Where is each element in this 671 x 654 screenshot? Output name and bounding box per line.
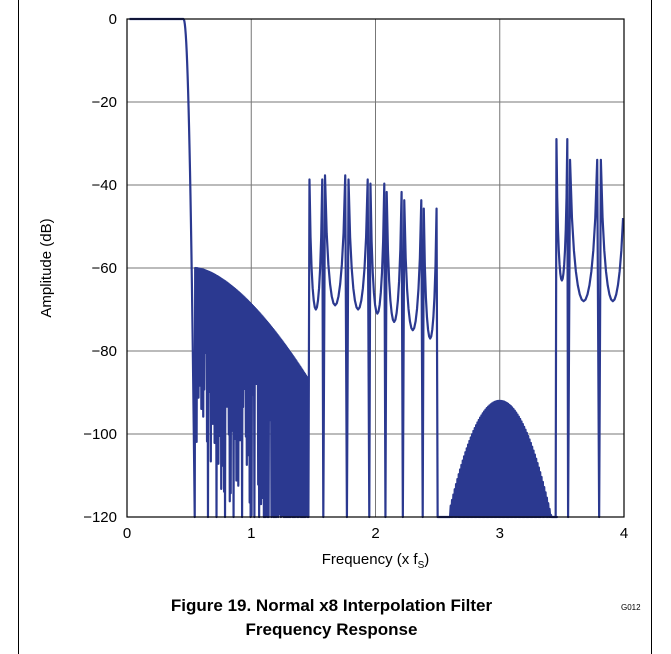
x-tick-label: 0	[123, 525, 131, 542]
y-tick-labels: 0 −20 −40 −60 −80 −100 −120	[83, 11, 117, 526]
figure-code: G012	[621, 603, 641, 612]
x-axis-label-close: )	[424, 551, 429, 568]
x-tick-label: 2	[371, 525, 379, 542]
x-axis-label-main: Frequency (x f	[322, 551, 419, 568]
x-tick-label: 3	[496, 525, 504, 542]
response-curve	[129, 17, 625, 519]
x-tick-label: 4	[620, 525, 628, 542]
figure-caption-line1: Figure 19. Normal x8 Interpolation Filte…	[170, 596, 493, 615]
figure-caption-line2: Frequency Response	[245, 620, 418, 639]
x-axis-label-subscript: S	[418, 560, 425, 571]
plot-border	[126, 18, 625, 518]
right-border	[651, 0, 652, 654]
y-tick-label: −40	[92, 177, 117, 194]
x-axis-label: Frequency (x fS)	[322, 551, 430, 571]
grid-lines	[127, 19, 624, 517]
y-tick-label: −80	[92, 343, 117, 360]
y-axis-label: Amplitude (dB)	[38, 218, 55, 317]
frequency-response-chart: 0 −20 −40 −60 −80 −100 −120 0 1 2 3 4 Amplitude (d…	[38, 11, 628, 571]
y-tick-label: −20	[92, 94, 117, 111]
y-tick-label: −60	[92, 260, 117, 277]
x-tick-label: 1	[247, 525, 255, 542]
y-tick-label: 0	[109, 11, 117, 28]
y-tick-label: −120	[83, 509, 117, 526]
y-tick-label: −100	[83, 426, 117, 443]
left-border	[18, 0, 19, 654]
x-tick-labels: 0 1 2 3 4	[123, 525, 628, 542]
